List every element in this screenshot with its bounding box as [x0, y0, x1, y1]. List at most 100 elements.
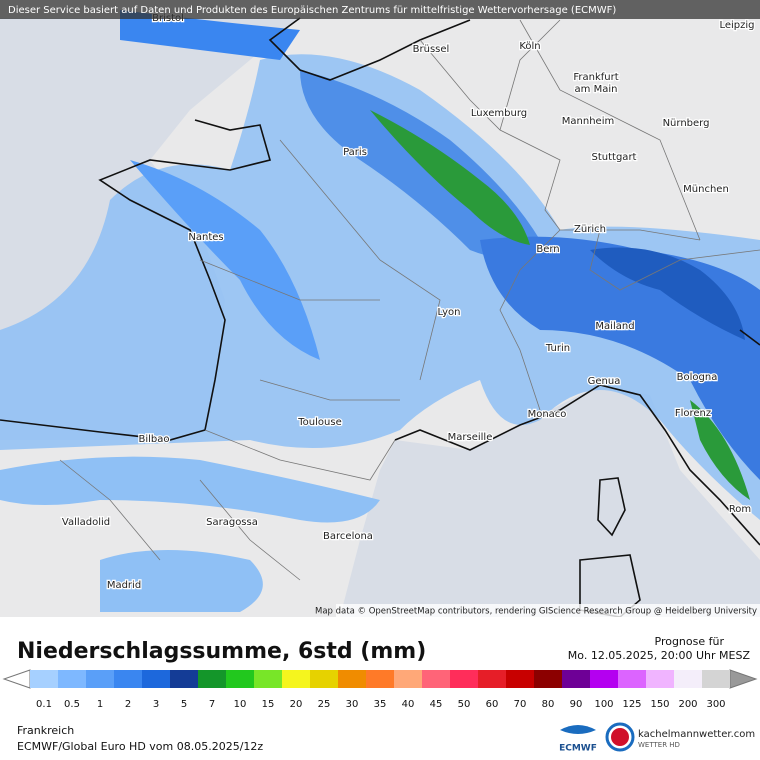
legend-label: 3 — [153, 699, 159, 710]
legend-swatch — [534, 670, 562, 688]
legend-swatch — [282, 670, 310, 688]
legend-swatch — [506, 670, 534, 688]
legend-label: 125 — [622, 699, 641, 710]
city-label: Bologna — [677, 372, 718, 383]
legend-swatch — [450, 670, 478, 688]
legend-swatch — [58, 670, 86, 688]
borders — [59, 19, 760, 581]
legend-swatch — [590, 670, 618, 688]
city-label: Nantes — [188, 232, 223, 243]
ecmwf-icon — [560, 725, 596, 734]
legend-swatch — [646, 670, 674, 688]
city-label: Barcelona — [323, 531, 373, 542]
city-label: Genua — [588, 376, 621, 387]
model: ECMWF/Global Euro HD vom 08.05.2025/12z — [17, 740, 263, 753]
city-label: Mailand — [595, 321, 634, 332]
legend-label: 20 — [290, 699, 303, 710]
city-label: Stuttgart — [592, 152, 637, 163]
legend-label: 35 — [374, 699, 387, 710]
legend-label: 0.1 — [36, 699, 52, 710]
city-label: Lyon — [437, 307, 460, 318]
notice: Dieser Service basiert auf Daten und Pro… — [8, 5, 616, 16]
legend-swatch — [86, 670, 114, 688]
city-label: Madrid — [107, 580, 141, 591]
city-label: Köln — [519, 41, 540, 52]
city-label: Luxemburg — [471, 108, 527, 119]
brand-icon-inner — [611, 728, 629, 746]
city-label: Valladolid — [62, 517, 110, 528]
legend-swatch — [366, 670, 394, 688]
legend-label: 70 — [514, 699, 527, 710]
legend-swatch — [170, 670, 198, 688]
legend-label: 300 — [706, 699, 725, 710]
legend-label: 60 — [486, 699, 499, 710]
city-label: Nürnberg — [663, 118, 710, 129]
legend-label: 100 — [594, 699, 613, 710]
city-label: Turin — [545, 343, 570, 354]
city-label: Brüssel — [413, 44, 450, 55]
forecast-label: Prognose für — [655, 635, 725, 648]
legend-arrow-left — [2, 669, 31, 689]
legend-label: 90 — [570, 699, 583, 710]
attribution: Map data © OpenStreetMap contributors, r… — [315, 607, 757, 617]
brand: kachelmannwetter.com — [638, 729, 755, 740]
legend-label: 5 — [181, 699, 187, 710]
legend-swatch — [394, 670, 422, 688]
city-label: Bern — [536, 244, 559, 255]
region: Frankreich — [17, 724, 74, 737]
city-label: Saragossa — [206, 517, 258, 528]
legend-label: 25 — [318, 699, 331, 710]
legend-swatch — [114, 670, 142, 688]
legend-label: 7 — [209, 699, 215, 710]
brand-sub: WETTER HD — [638, 741, 680, 749]
legend-label: 0.5 — [64, 699, 80, 710]
city-label: Paris — [343, 147, 367, 158]
city-label: Zürich — [574, 224, 606, 235]
city-label: Marseille — [448, 432, 493, 443]
legend-label: 50 — [458, 699, 471, 710]
city-label: Toulouse — [297, 417, 341, 428]
legend-label: 45 — [430, 699, 443, 710]
city-label: Monaco — [528, 409, 567, 420]
city-label: Florenz — [675, 408, 711, 419]
city-label: Mannheim — [562, 116, 614, 127]
legend-label: 2 — [125, 699, 131, 710]
city-label: Rom — [729, 504, 751, 515]
legend-swatch — [702, 670, 730, 688]
map: Bristol Brüssel Köln Leipzig Frankfurt a… — [0, 0, 760, 617]
legend-label: 15 — [262, 699, 275, 710]
forecast-time: Mo. 12.05.2025, 20:00 Uhr MESZ — [568, 649, 751, 662]
legend-swatch — [618, 670, 646, 688]
city-label: Frankfurt — [573, 72, 618, 83]
ecmwf-logo: ECMWF — [559, 744, 597, 754]
legend-swatch — [142, 670, 170, 688]
legend-label: 200 — [678, 699, 697, 710]
notice-bar — [0, 0, 760, 19]
title: Niederschlagssumme, 6std (mm) — [17, 639, 426, 664]
legend: 0.1 0.5 1 2 3 5 7 10 15 20 25 30 35 40 45 50 60 70 80 90 100… — [2, 669, 758, 710]
legend-swatch — [254, 670, 282, 688]
legend-swatch — [30, 670, 58, 688]
precipitation — [0, 10, 760, 612]
legend-swatch — [198, 670, 226, 688]
legend-label: 1 — [97, 699, 103, 710]
legend-swatch — [310, 670, 338, 688]
legend-arrow-right — [729, 669, 758, 689]
legend-swatch — [674, 670, 702, 688]
legend-swatch — [338, 670, 366, 688]
city-label: Leipzig — [719, 20, 754, 31]
attribution-bg — [336, 604, 760, 617]
city-label: München — [683, 184, 729, 195]
legend-label: 80 — [542, 699, 555, 710]
legend-label: 150 — [650, 699, 669, 710]
legend-label: 30 — [346, 699, 359, 710]
legend-swatch — [226, 670, 254, 688]
city-label: am Main — [575, 84, 618, 95]
legend-label: 10 — [234, 699, 247, 710]
legend-swatch — [562, 670, 590, 688]
legend-swatch — [478, 670, 506, 688]
footer: Niederschlagssumme, 6std (mm) Prognose f… — [2, 635, 758, 754]
city-label: Bilbao — [138, 434, 169, 445]
legend-swatch — [422, 670, 450, 688]
